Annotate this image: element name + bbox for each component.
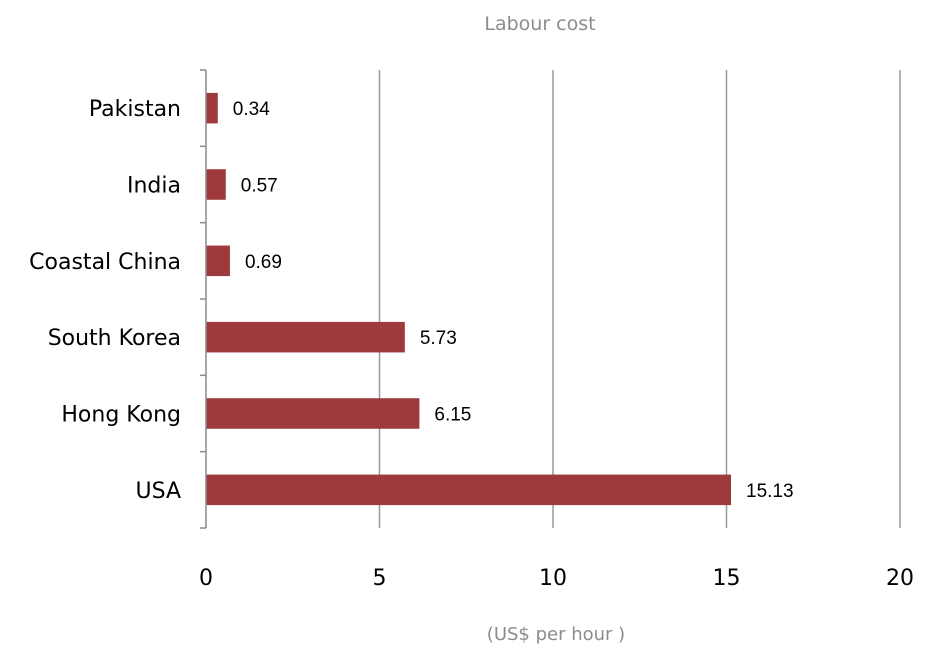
category-label: USA	[135, 479, 181, 504]
labels: Pakistan 0.34 India 0.57 Coastal China 0.69 So…	[29, 97, 914, 591]
x-tick-label: 0	[199, 566, 213, 591]
x-tick-label: 20	[886, 566, 914, 591]
x-tick-label: 10	[539, 566, 567, 591]
data-label: 0.34	[233, 99, 270, 120]
axes	[200, 69, 207, 529]
bar-3	[206, 321, 405, 353]
bar-0	[206, 92, 218, 124]
data-label: 6.15	[434, 405, 471, 426]
x-tick-label: 15	[713, 566, 741, 591]
data-label: 5.73	[420, 328, 457, 349]
bar-2	[206, 245, 230, 277]
category-label: South Korea	[48, 326, 181, 351]
bars	[206, 92, 732, 506]
chart-title: Labour cost	[484, 13, 595, 35]
x-axis-title: (US$ per hour )	[487, 624, 625, 645]
bar-5	[206, 474, 732, 506]
data-label: 15.13	[746, 481, 794, 502]
x-tick-label: 5	[373, 566, 387, 591]
category-label: Pakistan	[89, 97, 181, 122]
data-label: 0.57	[241, 176, 278, 197]
data-label: 0.69	[245, 252, 282, 273]
gridlines	[378, 70, 901, 528]
bar-4	[206, 398, 420, 429]
category-label: Hong Kong	[61, 403, 181, 428]
category-label: India	[127, 174, 181, 199]
category-label: Coastal China	[29, 250, 181, 275]
bar-1	[206, 169, 226, 200]
